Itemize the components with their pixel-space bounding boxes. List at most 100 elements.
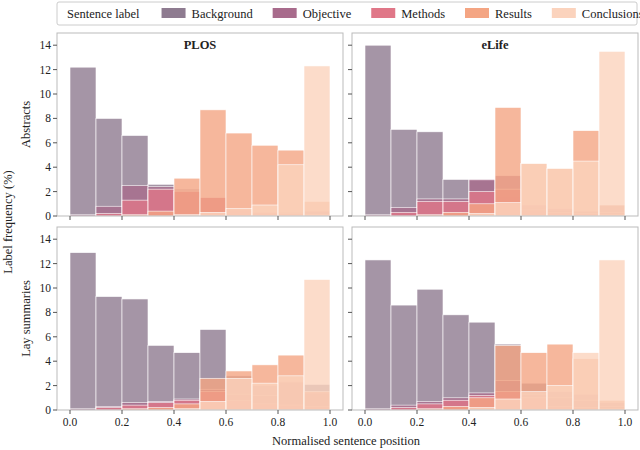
bar <box>573 161 599 216</box>
bar <box>547 168 573 216</box>
bar <box>469 179 495 216</box>
y-tick <box>348 142 352 143</box>
bar <box>521 164 547 216</box>
row-label: Abstracts <box>19 101 33 148</box>
bars <box>365 260 625 410</box>
bar <box>417 201 443 216</box>
bar <box>521 392 547 410</box>
x-tick <box>417 410 418 414</box>
bar <box>417 199 443 216</box>
bar <box>122 186 148 217</box>
y-tick <box>53 263 57 264</box>
bar <box>469 393 495 410</box>
bar <box>304 66 330 216</box>
y-tick-label: 4 <box>45 161 51 173</box>
legend: Sentence labelBackgroundObjectiveMethods… <box>57 2 640 25</box>
column-title: eLife <box>481 38 509 52</box>
x-tick-label: 0.2 <box>115 416 130 428</box>
legend-label: Conclusions <box>582 7 640 21</box>
series <box>174 279 330 410</box>
x-tick <box>70 410 71 414</box>
y-tick <box>348 263 352 264</box>
bar <box>96 206 122 216</box>
bars <box>70 253 330 410</box>
bar <box>226 371 252 410</box>
series <box>469 260 625 410</box>
bar <box>148 184 174 216</box>
bar <box>122 405 148 410</box>
bar <box>174 404 200 410</box>
x-tick-label: 0.0 <box>63 416 78 428</box>
bar <box>417 289 443 410</box>
bar <box>521 164 547 216</box>
bar <box>174 399 200 410</box>
bar <box>391 129 417 216</box>
y-tick <box>348 336 352 337</box>
y-tick-label: 2 <box>45 380 51 392</box>
y-tick <box>348 239 352 240</box>
x-tick-label: 0.0 <box>358 416 373 428</box>
x-tick <box>330 216 331 220</box>
x-tick <box>625 216 626 220</box>
bar <box>599 260 625 410</box>
bar <box>417 132 443 216</box>
panel: 0.0 0.2 0.4 0.6 0.8 1.0 <box>348 227 638 428</box>
y-tick <box>348 216 352 217</box>
x-tick-label: 0.4 <box>462 416 477 428</box>
y-axis-label: Label frequency (%) <box>1 170 15 273</box>
x-tick <box>174 410 175 414</box>
bar <box>443 400 469 410</box>
bar <box>200 110 226 216</box>
x-tick <box>469 216 470 220</box>
y-tick-label: 2 <box>45 186 51 198</box>
x-tick-label: 0.8 <box>566 416 581 428</box>
bar <box>148 403 174 410</box>
x-tick-label: 0.6 <box>219 416 234 428</box>
y-tick <box>53 288 57 289</box>
legend-swatch <box>465 8 489 18</box>
figure: Sentence labelBackgroundObjectiveMethods… <box>0 0 640 450</box>
bar <box>573 353 599 410</box>
y-tick <box>348 118 352 119</box>
x-tick-label: 1.0 <box>323 416 338 428</box>
legend-label: Methods <box>401 7 445 21</box>
bar <box>469 398 495 410</box>
bar <box>573 131 599 216</box>
bar <box>122 299 148 410</box>
legend-box <box>57 2 637 25</box>
y-tick-label: 12 <box>40 64 52 76</box>
bars <box>70 66 330 216</box>
bar <box>495 345 521 410</box>
y-tick <box>348 410 352 411</box>
bar <box>122 200 148 216</box>
bar <box>391 305 417 410</box>
x-tick-label: 0.4 <box>167 416 182 428</box>
x-axis-label: Normalised sentence position <box>272 434 421 448</box>
x-tick-label: 0.2 <box>410 416 425 428</box>
y-tick-label: 12 <box>40 258 52 270</box>
frame <box>352 33 638 216</box>
y-tick-label: 6 <box>45 331 51 343</box>
x-tick <box>573 410 574 414</box>
x-tick-label: 1.0 <box>618 416 633 428</box>
y-tick <box>348 167 352 168</box>
y-tick <box>348 69 352 70</box>
bar <box>443 212 469 216</box>
x-tick-label: 0.6 <box>514 416 529 428</box>
bar <box>122 135 148 216</box>
y-tick-label: 10 <box>40 282 52 294</box>
y-tick <box>53 361 57 362</box>
y-tick-label: 8 <box>45 112 51 124</box>
x-tick <box>521 216 522 220</box>
bar <box>200 329 226 410</box>
y-tick <box>348 288 352 289</box>
y-tick-label: 14 <box>40 39 52 51</box>
bar <box>200 212 226 216</box>
series <box>122 110 330 216</box>
y-tick <box>348 45 352 46</box>
y-tick-label: 8 <box>45 306 51 318</box>
series <box>365 45 625 216</box>
legend-label: Results <box>495 7 532 21</box>
bar <box>174 178 200 216</box>
series <box>70 253 330 410</box>
